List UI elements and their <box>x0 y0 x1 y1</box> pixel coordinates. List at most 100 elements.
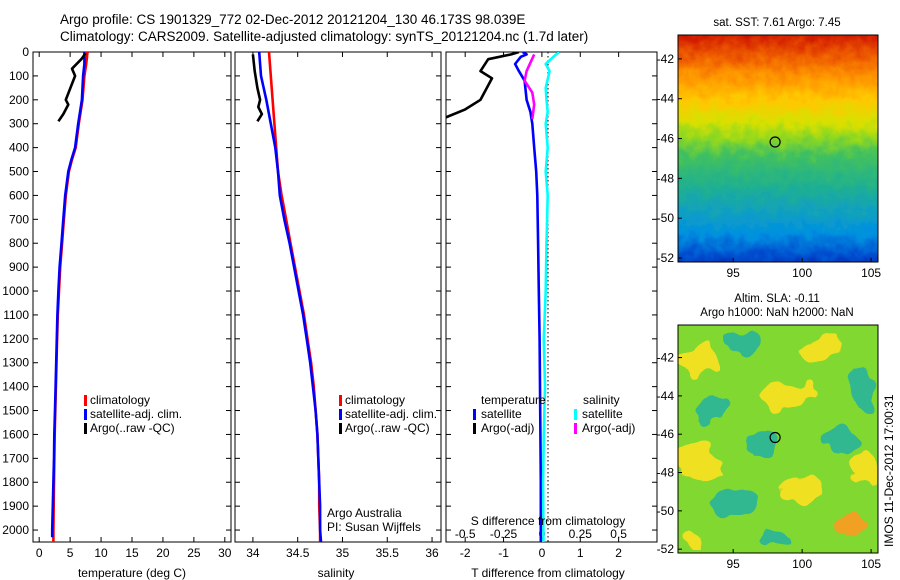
imos-credit: IMOS 11-Dec-2012 17:00:31 <box>882 394 896 547</box>
x-tick-label: 35 <box>336 546 350 560</box>
map-y-tick-label: -44 <box>657 92 675 106</box>
y-tick-label: 700 <box>9 212 29 226</box>
x-tick-label: -1 <box>498 546 509 560</box>
map-y-tick-label: -50 <box>657 211 675 225</box>
satellite-adj-clim-line <box>257 52 323 542</box>
depth-y-ticks: 0 100 200 300 400 500 600 700 800 900 1000 1100 1200… <box>2 45 231 537</box>
legend-label-sal-satellite: satellite <box>582 407 623 421</box>
y-tick-label: 500 <box>9 165 29 179</box>
difference-legend: temperature salinity satellite Argo(-adj… <box>473 393 635 435</box>
x-tick-label: 15 <box>125 546 139 560</box>
salinity-axes-box <box>234 51 442 543</box>
sla-map-panel: Altim. SLA: -0.11 Argo h1000: NaN h2000:… <box>657 293 882 571</box>
satellite-temperature-line <box>513 52 543 542</box>
x-tick-label: 34 <box>246 546 260 560</box>
legend-label-sal-argo: Argo(-adj) <box>582 421 635 435</box>
legend-swatch-argo <box>84 423 87 434</box>
argo-raw-qc-line <box>251 54 264 122</box>
x-tick-label: 0 <box>539 546 546 560</box>
legend-header-temperature: temperature <box>481 393 546 407</box>
x-tick-label: 1 <box>577 546 584 560</box>
difference-panel: -2 -1 0 1 2-0.5 -0.25 0 0.25 0.5 T difference fr… <box>445 51 658 580</box>
difference-axes-box <box>445 51 658 543</box>
salinity-x-label: salinity <box>318 566 355 580</box>
x-tick-label: 36 <box>425 546 439 560</box>
salinity-x-ticks: 34 34.5 35 35.5 36 <box>246 52 439 560</box>
map-x-tick-label: 95 <box>726 557 740 571</box>
sst-x-ticks: 95 100 105 <box>726 258 881 280</box>
argo-location-marker <box>769 136 781 148</box>
y-tick-label: 800 <box>9 236 29 250</box>
legend-label-climatology: climatology <box>345 393 405 407</box>
x-tick-label: 30 <box>218 546 232 560</box>
legend-label-satellite: satellite-adj. clim. <box>90 407 182 421</box>
sst-heatmap <box>678 35 878 262</box>
y-tick-label: 1700 <box>2 451 29 465</box>
sst-y-ticks: -42 -44 -46 -48 -50 -52 <box>657 52 682 265</box>
map-y-tick-label: -44 <box>657 389 675 403</box>
y-tick-label: 1900 <box>2 499 29 513</box>
difference-x-label: T difference from climatology <box>471 566 625 580</box>
y-tick-label: 2000 <box>2 523 29 537</box>
argo-location-marker <box>769 431 781 444</box>
legend-label-temp-satellite: satellite <box>481 407 522 421</box>
difference-top-label: S difference from climatology <box>471 514 626 528</box>
y-tick-label: 1500 <box>2 404 29 418</box>
header-line-1: Argo profile: CS 1901329_772 02-Dec-2012… <box>60 12 526 27</box>
sla-eddies <box>678 328 877 550</box>
y-tick-label: 1800 <box>2 475 29 489</box>
x-tick-label: 20 <box>156 546 170 560</box>
legend-swatch-sal-satellite <box>574 409 577 420</box>
y-tick-label: 0 <box>22 45 29 59</box>
x-tick-label: 25 <box>187 546 201 560</box>
legend-label-argo: Argo(..raw -QC) <box>90 421 175 435</box>
difference-y-ticks <box>446 51 657 531</box>
difference-x-ticks: -2 -1 0 1 2-0.5 -0.25 0 0.25 0.5 <box>455 52 627 560</box>
y-tick-label: 1300 <box>2 356 29 370</box>
map-y-tick-label: -48 <box>657 171 675 185</box>
x-tick-label: 5 <box>67 546 74 560</box>
legend-swatch-climatology <box>84 395 87 406</box>
credit-argo-australia: Argo Australia <box>327 506 402 520</box>
salinity-lines <box>251 52 323 542</box>
map-y-tick-label: -52 <box>657 251 675 265</box>
map-x-tick-label: 105 <box>861 266 881 280</box>
map-x-tick-label: 95 <box>726 266 740 280</box>
x-tick-label-top: 0.25 <box>569 527 593 541</box>
sla-map-frame <box>677 324 879 554</box>
legend-swatch-climatology <box>339 395 342 406</box>
salinity-y-ticks <box>235 51 441 531</box>
salinity-legend: climatology satellite-adj. clim. Argo(..… <box>339 393 437 435</box>
sla-x-ticks: 95 100 105 <box>726 549 881 571</box>
sst-map-title: sat. SST: 7.61 Argo: 7.45 <box>713 17 840 29</box>
difference-lines <box>446 52 561 542</box>
map-y-tick-label: -42 <box>657 52 675 66</box>
x-tick-label: 0 <box>36 546 43 560</box>
legend-swatch-satellite <box>339 409 342 420</box>
legend-swatch-temp-satellite <box>473 409 476 420</box>
y-tick-label: 1600 <box>2 427 29 441</box>
map-x-tick-label: 100 <box>792 557 812 571</box>
y-tick-label: 100 <box>9 69 29 83</box>
x-tick-label: 34.5 <box>286 546 310 560</box>
legend-label-temp-argo: Argo(-adj) <box>481 421 534 435</box>
sla-map-subtitle: Argo h1000: NaN h2000: NaN <box>700 307 853 319</box>
figure-header: Argo profile: CS 1901329_772 02-Dec-2012… <box>60 11 588 45</box>
sla-y-ticks: -42 -44 -46 -48 -50 -52 <box>657 351 682 556</box>
legend-label-argo: Argo(..raw -QC) <box>345 421 430 435</box>
y-tick-label: 1200 <box>2 332 29 346</box>
salinity-panel: 34 34.5 35 35.5 36 salinity climatology sate… <box>234 51 442 580</box>
x-tick-label: 10 <box>94 546 108 560</box>
sst-map-panel: sat. SST: 7.61 Argo: 7.45 95 100 105 -42 -4… <box>657 17 882 280</box>
argo-adj-temperature-line <box>446 52 520 119</box>
legend-swatch-argo <box>339 423 342 434</box>
y-tick-label: 1100 <box>3 308 29 322</box>
argo-raw-qc-line <box>57 52 87 123</box>
temperature-axes-box <box>32 51 232 543</box>
satellite-salinity-line <box>541 52 561 542</box>
y-tick-label: 300 <box>9 117 29 131</box>
y-tick-label: 1400 <box>2 380 29 394</box>
credit-pi-name: PI: Susan Wijffels <box>327 520 421 534</box>
sla-map-title: Altim. SLA: -0.11 <box>734 293 819 305</box>
